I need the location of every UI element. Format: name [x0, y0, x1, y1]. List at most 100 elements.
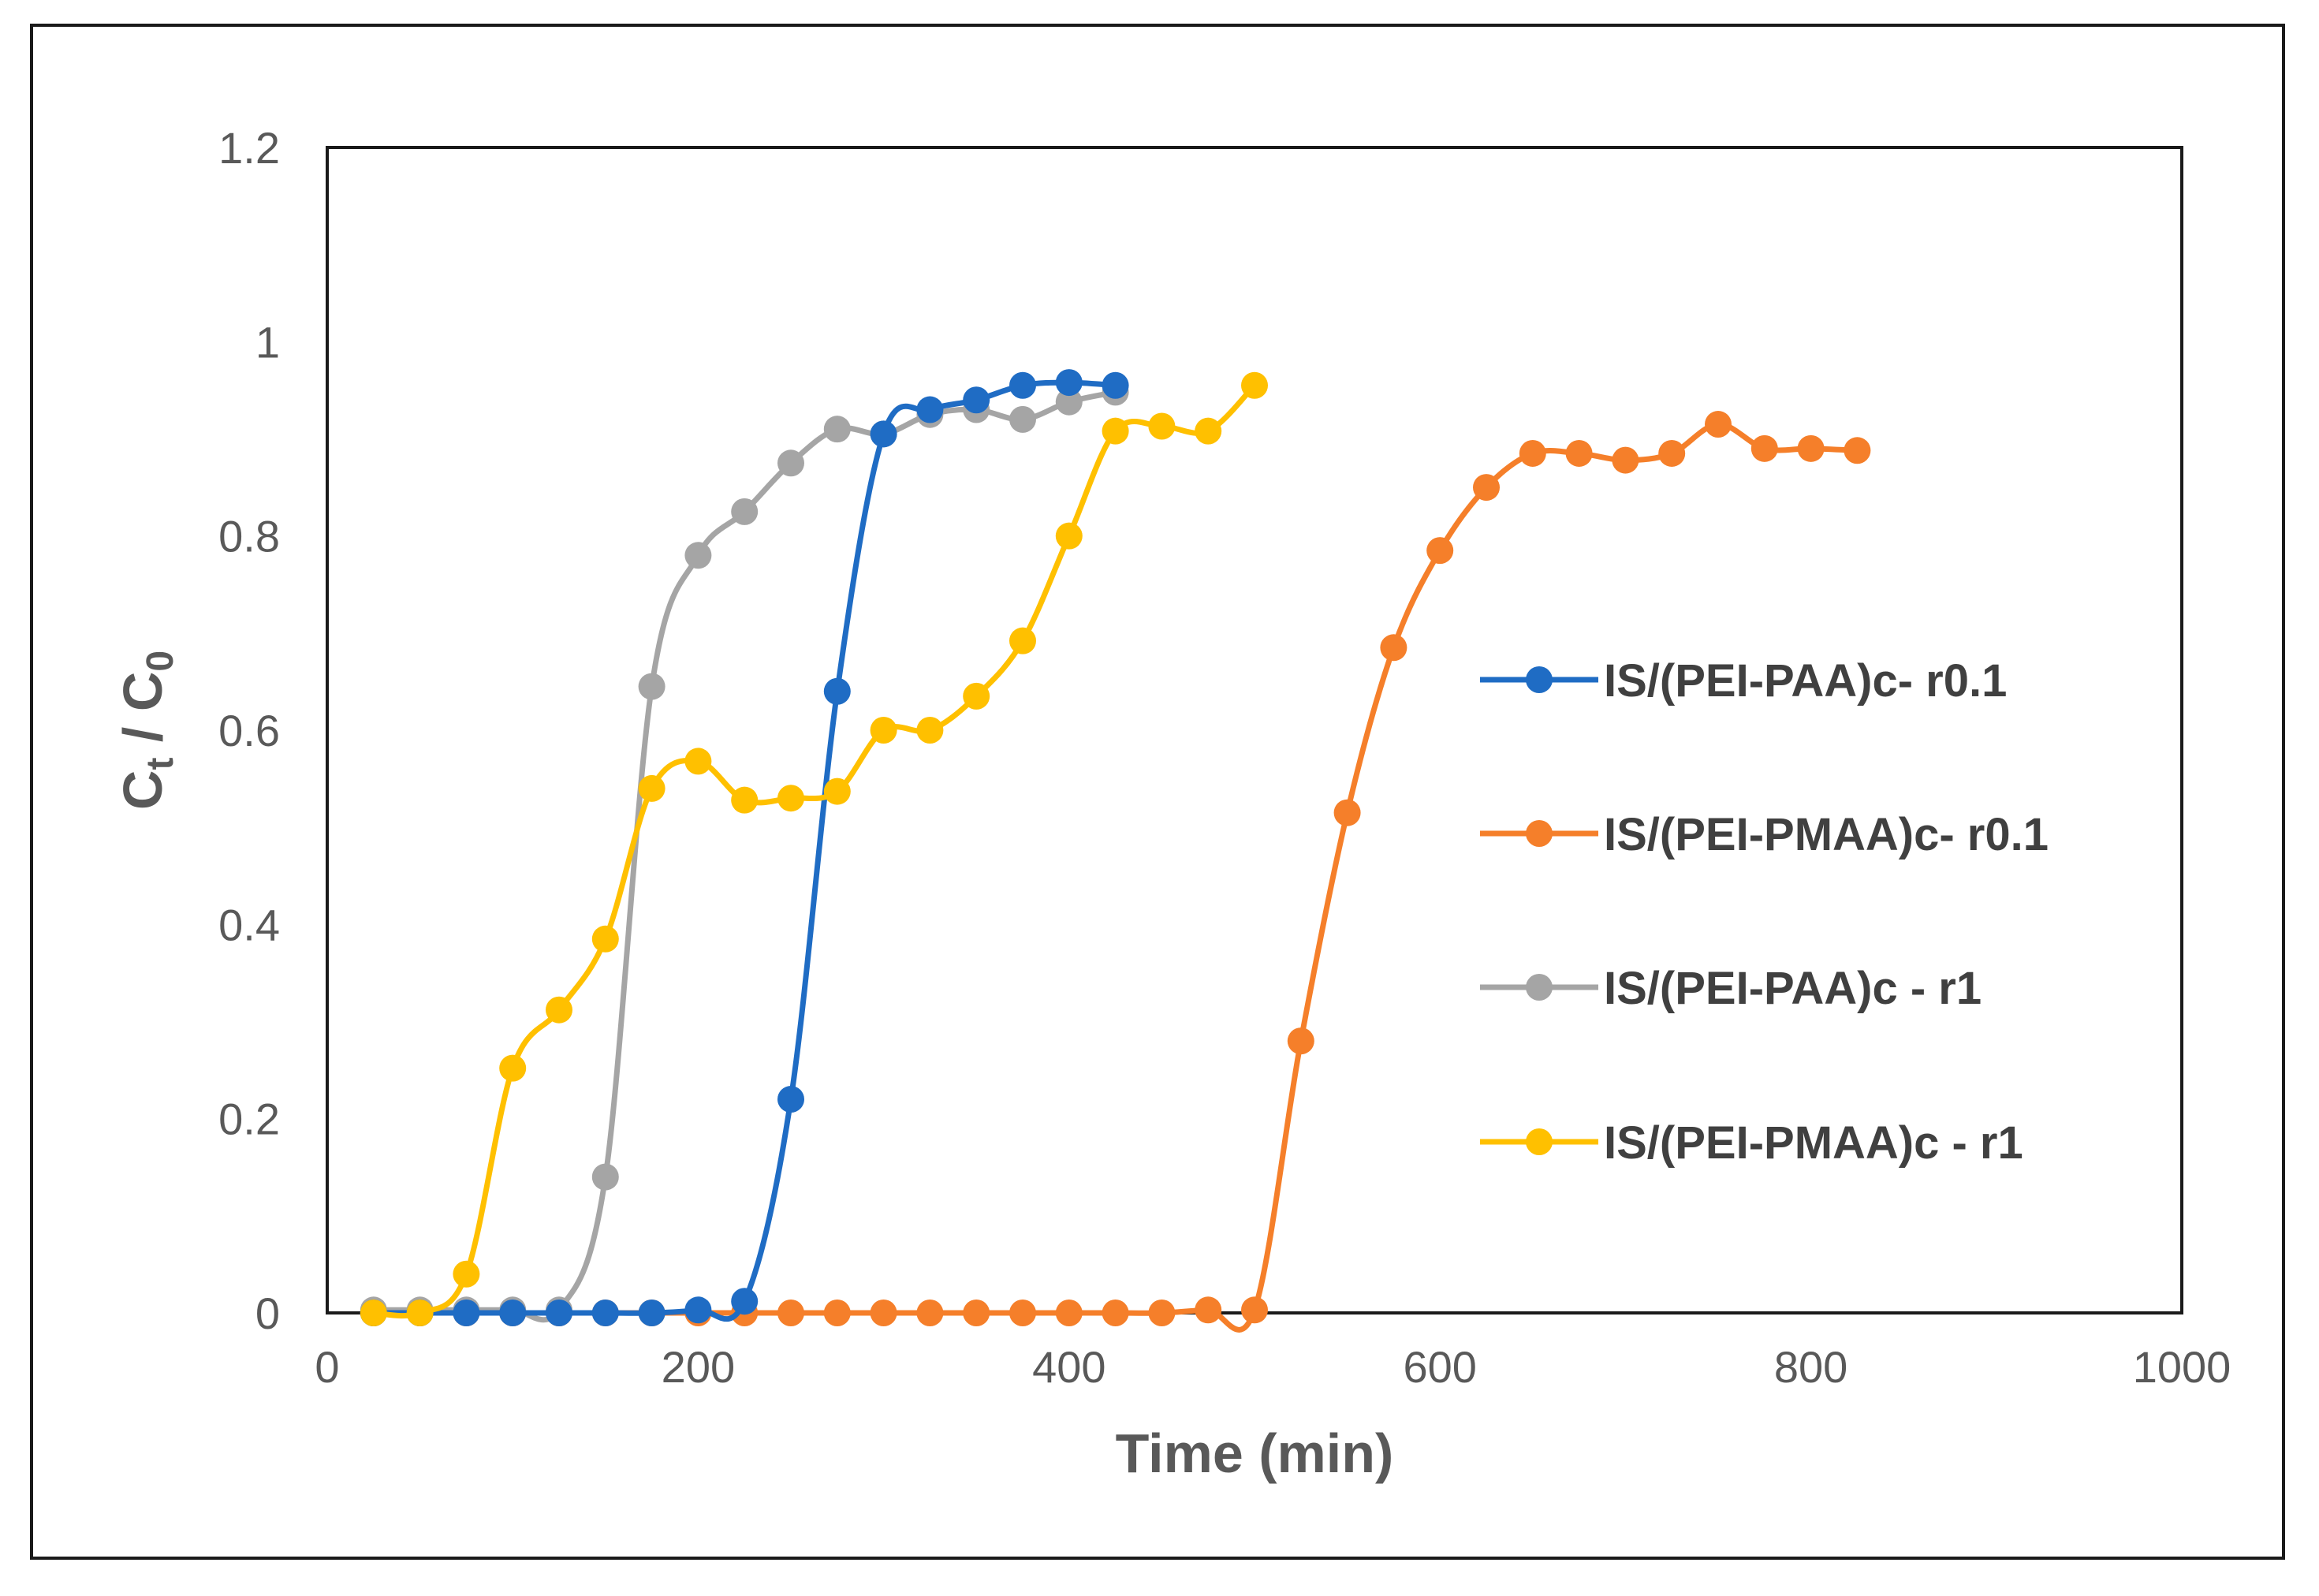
data-point: [1148, 1300, 1176, 1326]
data-point: [1009, 1300, 1036, 1326]
data-point: [1333, 799, 1361, 826]
data-point: [870, 717, 897, 744]
y-axis-title-c: C: [112, 770, 173, 811]
y-axis-ticks: 0 0.2 0.4 0.6 0.8 1 1.2: [218, 123, 280, 1338]
data-point: [1055, 369, 1083, 397]
legend-entry: IS/(PEI-PAA)c- r0.1: [1480, 655, 2007, 707]
data-point: [777, 785, 804, 812]
data-point: [638, 1300, 666, 1326]
data-point: [1844, 437, 1871, 464]
legend-marker: [1526, 820, 1553, 847]
data-point: [1241, 1296, 1268, 1324]
data-point: [731, 498, 759, 525]
legend-entry: IS/(PEI-PMAA)c - r1: [1480, 1117, 2023, 1169]
x-tick-label: 400: [1032, 1342, 1105, 1392]
x-axis-title: Time (min): [1116, 1423, 1394, 1484]
data-point: [453, 1300, 480, 1326]
data-point: [963, 1300, 990, 1326]
data-point: [591, 925, 619, 953]
data-point: [591, 1163, 619, 1191]
data-point: [1519, 439, 1546, 467]
data-point: [823, 1300, 851, 1326]
data-point: [1055, 1300, 1083, 1326]
data-point: [499, 1300, 527, 1326]
y-axis-title-sub-0: 0: [140, 651, 181, 672]
data-point: [1612, 446, 1639, 474]
legend-marker: [1526, 666, 1553, 693]
legend-entry: IS/(PEI-PMAA)c- r0.1: [1480, 809, 2049, 860]
data-point: [1473, 474, 1500, 502]
legend-label: IS/(PEI-PAA)c - r1: [1604, 963, 1982, 1014]
y-axis-title-slash-c: / C: [112, 672, 173, 758]
legend-label: IS/(PEI-PMAA)c - r1: [1604, 1117, 2023, 1169]
data-point: [777, 449, 804, 477]
y-tick-label: 0.2: [218, 1094, 280, 1144]
data-point: [1009, 371, 1036, 399]
data-point: [777, 1086, 804, 1113]
series-4: [360, 371, 1268, 1326]
data-point: [1009, 627, 1036, 654]
data-point: [916, 717, 944, 744]
y-tick-label: 0.8: [218, 512, 280, 561]
data-point: [1102, 371, 1129, 399]
data-point: [1750, 434, 1778, 462]
x-tick-label: 1000: [2133, 1342, 2231, 1392]
data-point: [870, 1300, 897, 1326]
legend-label: IS/(PEI-PMAA)c- r0.1: [1604, 809, 2049, 860]
y-tick-label: 0.4: [218, 900, 280, 949]
data-point: [684, 542, 712, 569]
data-point: [1380, 634, 1407, 662]
data-point: [823, 777, 851, 805]
data-point: [1565, 439, 1593, 467]
data-point: [870, 420, 897, 448]
data-point: [963, 386, 990, 414]
plot-area: [326, 146, 2183, 1314]
data-point: [777, 1300, 804, 1326]
data-point: [1287, 1027, 1314, 1055]
data-point: [1705, 411, 1732, 438]
y-axis-title-sub-t: t: [140, 758, 181, 770]
data-point: [638, 774, 666, 802]
data-point: [1195, 1296, 1222, 1324]
data-point: [1195, 417, 1222, 445]
data-point: [916, 1300, 944, 1326]
series-1: [360, 369, 1129, 1326]
data-point: [1797, 434, 1825, 462]
x-tick-label: 800: [1774, 1342, 1847, 1392]
data-point: [963, 682, 990, 710]
data-point: [546, 996, 572, 1024]
x-axis-ticks: 0 200 400 600 800 1000: [315, 1342, 2231, 1392]
data-point: [1009, 405, 1036, 433]
y-tick-label: 1.2: [218, 123, 280, 173]
data-point: [731, 1288, 759, 1315]
y-tick-label: 0.6: [218, 706, 280, 755]
data-point: [591, 1300, 619, 1326]
data-point: [1426, 537, 1454, 565]
data-point: [1241, 371, 1268, 399]
series-layer: [360, 369, 1871, 1333]
data-point: [1658, 439, 1686, 467]
data-point: [731, 786, 759, 814]
data-point: [638, 673, 666, 700]
data-point: [916, 396, 944, 423]
legend-marker: [1526, 1128, 1553, 1155]
data-point: [1055, 388, 1083, 416]
data-point: [1102, 1300, 1129, 1326]
data-point: [546, 1300, 572, 1326]
y-tick-label: 1: [255, 317, 280, 367]
data-point: [499, 1054, 527, 1082]
y-axis-title: Ct / C0: [112, 651, 181, 810]
y-tick-label: 0: [255, 1288, 280, 1338]
data-point: [1055, 522, 1083, 550]
data-point: [406, 1300, 434, 1326]
legend-entry: IS/(PEI-PAA)c - r1: [1480, 963, 1982, 1014]
data-point: [453, 1260, 480, 1288]
data-point: [823, 416, 851, 443]
data-point: [1148, 412, 1176, 440]
data-point: [1102, 417, 1129, 445]
x-tick-label: 600: [1403, 1342, 1476, 1392]
legend-label: IS/(PEI-PAA)c- r0.1: [1604, 655, 2007, 707]
data-point: [684, 748, 712, 775]
x-tick-label: 0: [315, 1342, 339, 1392]
